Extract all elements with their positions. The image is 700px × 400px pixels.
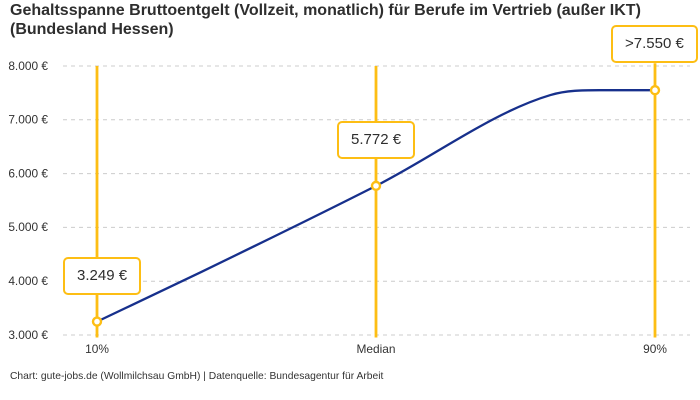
y-tick-label: 6.000 € <box>8 166 48 180</box>
percentile-marker-dot <box>91 316 103 327</box>
x-tick-label: Median <box>357 342 396 356</box>
percentile-marker-dot <box>649 85 661 96</box>
y-tick-label: 8.000 € <box>8 59 48 73</box>
y-tick-label: 5.000 € <box>8 220 48 234</box>
page-title: Gehaltsspanne Bruttoentgelt (Vollzeit, m… <box>10 1 694 40</box>
percentile-marker-dot <box>370 180 382 192</box>
chart-attribution: Chart: gute-jobs.de (Wollmilchsau GmbH) … <box>10 371 384 382</box>
y-tick-label: 3.000 € <box>8 328 48 342</box>
y-tick-label: 7.000 € <box>8 113 48 127</box>
value-label-median: 5.772 € <box>337 120 416 159</box>
value-label-10%: 3.249 € <box>63 256 142 295</box>
page-title-line-1: Gehaltsspanne Bruttoentgelt (Vollzeit, m… <box>10 1 641 19</box>
y-tick-label: 4.000 € <box>8 274 48 288</box>
x-tick-label: 90% <box>643 342 667 356</box>
x-tick-label: 10% <box>85 342 109 356</box>
page-title-line-2: (Bundesland Hessen) <box>10 21 174 38</box>
salary-curve <box>96 89 655 323</box>
value-label-90%: >7.550 € <box>611 25 698 64</box>
